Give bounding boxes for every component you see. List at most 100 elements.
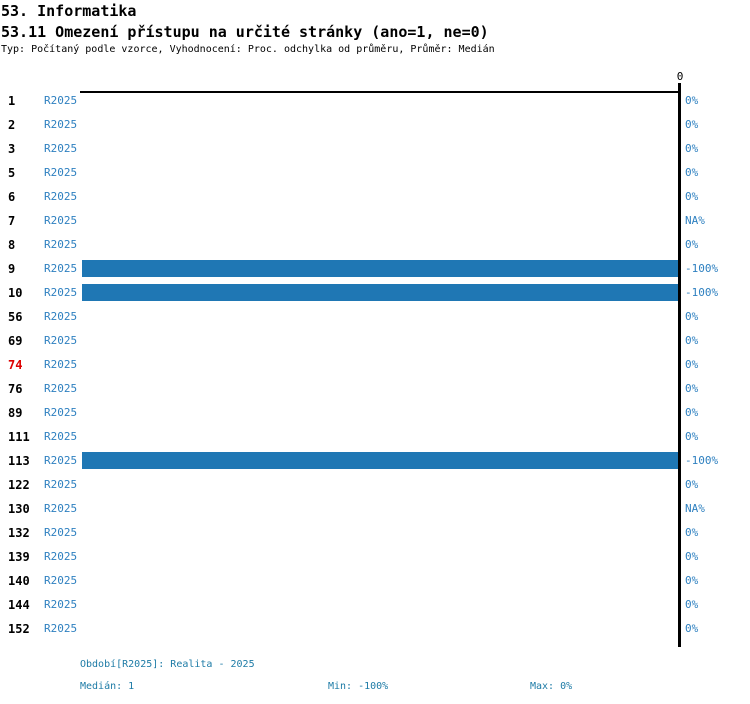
row-period-label: R2025 <box>44 94 78 107</box>
row-period-label: R2025 <box>44 118 78 131</box>
row-value-label: 0% <box>685 598 699 611</box>
row-number: 122 <box>8 478 30 492</box>
row-period-label: R2025 <box>44 238 78 251</box>
row-number: 8 <box>8 238 16 252</box>
chart-row: 89 R2025 0% <box>0 401 750 425</box>
row-number: 76 <box>8 382 23 396</box>
row-number: 111 <box>8 430 30 444</box>
row-period-label: R2025 <box>44 550 78 563</box>
row-period-label: R2025 <box>44 502 78 515</box>
row-period-label: R2025 <box>44 166 78 179</box>
row-period-label: R2025 <box>44 190 78 203</box>
row-number: 113 <box>8 454 30 468</box>
row-period-label: R2025 <box>44 262 78 275</box>
row-period-label: R2025 <box>44 310 78 323</box>
chart-meta: Typ: Počítaný podle vzorce, Vyhodnocení:… <box>1 44 495 55</box>
row-period-label: R2025 <box>44 406 78 419</box>
chart-row: 140 R2025 0% <box>0 569 750 593</box>
chart-row: 8 R2025 0% <box>0 233 750 257</box>
row-period-label: R2025 <box>44 574 78 587</box>
chart-row: 7 R2025 NA% <box>0 209 750 233</box>
row-value-label: 0% <box>685 574 699 587</box>
chart-row: 152 R2025 0% <box>0 617 750 641</box>
axis-vertical-line <box>678 83 681 647</box>
row-value-label: 0% <box>685 526 699 539</box>
bar <box>82 260 680 277</box>
row-period-label: R2025 <box>44 430 78 443</box>
row-value-label: 0% <box>685 238 699 251</box>
row-number: 132 <box>8 526 30 540</box>
row-period-label: R2025 <box>44 598 78 611</box>
row-period-label: R2025 <box>44 622 78 635</box>
row-value-label: 0% <box>685 190 699 203</box>
row-value-label: -100% <box>685 454 719 467</box>
row-number: 152 <box>8 622 30 636</box>
page-title: 53. Informatika <box>1 2 137 20</box>
row-number: 7 <box>8 214 16 228</box>
row-value-label: 0% <box>685 550 699 563</box>
chart-row: 1 R2025 0% <box>0 89 750 113</box>
footer-min: Min: -100% <box>328 681 389 692</box>
row-period-label: R2025 <box>44 286 78 299</box>
chart-row: 69 R2025 0% <box>0 329 750 353</box>
row-number: 130 <box>8 502 30 516</box>
chart-row: 122 R2025 0% <box>0 473 750 497</box>
chart-row: 76 R2025 0% <box>0 377 750 401</box>
row-value-label: 0% <box>685 406 699 419</box>
row-value-label: 0% <box>685 358 699 371</box>
footer-median: Medián: 1 <box>80 681 135 692</box>
row-value-label: 0% <box>685 622 699 635</box>
chart-row: 9 R2025 -100% <box>0 257 750 281</box>
row-value-label: 0% <box>685 382 699 395</box>
row-number: 2 <box>8 118 16 132</box>
footer-period: Období[R2025]: Realita - 2025 <box>80 659 255 670</box>
row-number: 74 <box>8 358 23 372</box>
bar <box>82 452 680 469</box>
row-value-label: 0% <box>685 334 699 347</box>
row-number: 5 <box>8 166 16 180</box>
row-value-label: 0% <box>685 166 699 179</box>
row-value-label: -100% <box>685 286 719 299</box>
chart-row: 74 R2025 0% <box>0 353 750 377</box>
row-period-label: R2025 <box>44 454 78 467</box>
footer-max: Max: 0% <box>530 681 573 692</box>
row-number: 144 <box>8 598 30 612</box>
row-period-label: R2025 <box>44 142 78 155</box>
chart-row: 130 R2025 NA% <box>0 497 750 521</box>
row-value-label: 0% <box>685 478 699 491</box>
row-number: 10 <box>8 286 23 300</box>
chart-row: 56 R2025 0% <box>0 305 750 329</box>
chart-row: 113 R2025 -100% <box>0 449 750 473</box>
row-number: 89 <box>8 406 23 420</box>
chart-row: 3 R2025 0% <box>0 137 750 161</box>
row-number: 69 <box>8 334 23 348</box>
chart-row: 132 R2025 0% <box>0 521 750 545</box>
row-value-label: 0% <box>685 310 699 323</box>
row-period-label: R2025 <box>44 334 78 347</box>
chart-rows: 1 R2025 0% 2 R2025 0% 3 R2025 0% 5 R2025… <box>0 89 750 641</box>
chart-row: 2 R2025 0% <box>0 113 750 137</box>
row-number: 139 <box>8 550 30 564</box>
row-number: 3 <box>8 142 16 156</box>
row-number: 56 <box>8 310 23 324</box>
chart-row: 144 R2025 0% <box>0 593 750 617</box>
row-value-label: 0% <box>685 94 699 107</box>
row-number: 1 <box>8 94 16 108</box>
chart-row: 139 R2025 0% <box>0 545 750 569</box>
row-value-label: 0% <box>685 118 699 131</box>
chart-row: 6 R2025 0% <box>0 185 750 209</box>
row-period-label: R2025 <box>44 526 78 539</box>
row-period-label: R2025 <box>44 478 78 491</box>
row-value-label: 0% <box>685 430 699 443</box>
chart-title: 53.11 Omezení přístupu na určité stránky… <box>1 23 489 41</box>
row-value-label: NA% <box>685 214 705 227</box>
row-value-label: -100% <box>685 262 719 275</box>
row-number: 140 <box>8 574 30 588</box>
chart-row: 111 R2025 0% <box>0 425 750 449</box>
row-period-label: R2025 <box>44 358 78 371</box>
row-value-label: NA% <box>685 502 705 515</box>
bar <box>82 284 680 301</box>
row-number: 9 <box>8 262 16 276</box>
axis-zero-label: 0 <box>676 70 684 83</box>
